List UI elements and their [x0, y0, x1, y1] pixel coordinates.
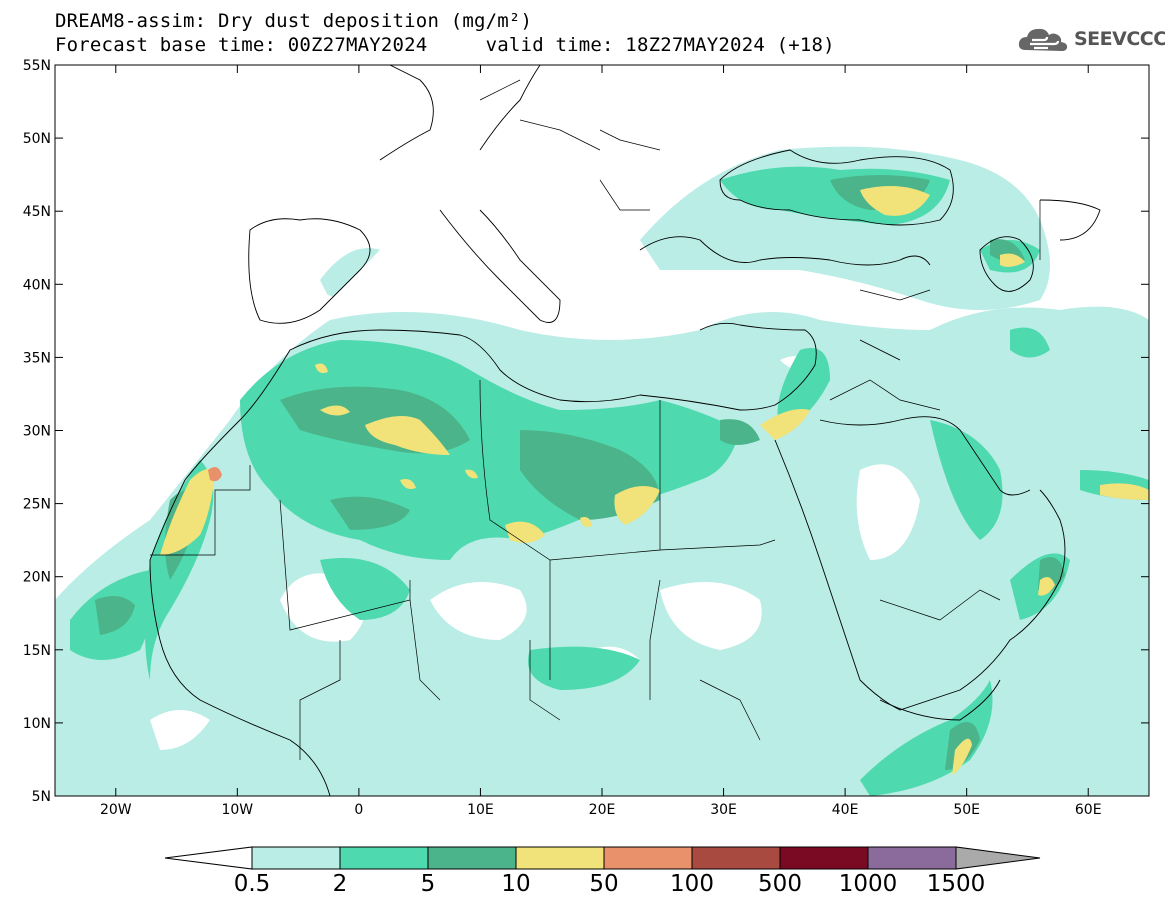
lon-label-50e: 50E	[953, 802, 980, 818]
lat-label-10n: 10N	[23, 716, 51, 732]
lat-label-35n: 35N	[23, 350, 51, 366]
dust-fields	[55, 146, 1149, 796]
colorbar-label-3: 10	[501, 871, 530, 897]
lat-label-55n: 55N	[23, 58, 51, 74]
colorbar-label-8: 1500	[927, 871, 986, 897]
lat-label-45n: 45N	[23, 204, 51, 220]
colorbar-box-5	[691, 846, 781, 870]
lat-label-40n: 40N	[23, 277, 51, 293]
colorbar-label-4: 50	[589, 871, 618, 897]
lon-label-10e: 10E	[467, 802, 494, 818]
lon-label-10w: 10W	[221, 802, 253, 818]
lat-label-50n: 50N	[23, 131, 51, 147]
lat-label-25n: 25N	[23, 497, 51, 513]
colorbar-label-6: 500	[758, 871, 802, 897]
lat-label-20n: 20N	[23, 570, 51, 586]
lon-label-40e: 40E	[832, 802, 859, 818]
colorbar-box-2	[427, 846, 517, 870]
colorbar-label-0: 0.5	[234, 871, 271, 897]
lon-label-30e: 30E	[710, 802, 737, 818]
country-borders	[150, 79, 1041, 760]
longitude-labels: 20W 10W 0 10E 20E 30E 40E 50E 60E	[100, 65, 1102, 818]
lon-label-20e: 20E	[589, 802, 616, 818]
colorbar-label-1: 2	[333, 871, 348, 897]
lon-label-60e: 60E	[1075, 802, 1102, 818]
logo-text: SEEVCCC	[1074, 28, 1165, 50]
colorbar-box-6	[779, 846, 869, 870]
latitude-labels: 55N 50N 45N 40N 35N 30N 25N 20N 15N 10N 5N	[23, 58, 1149, 805]
deposition-level-10	[160, 186, 1149, 775]
colorbar-box-1	[339, 846, 429, 870]
colorbar-label-5: 100	[670, 871, 714, 897]
colorbar-box-0	[251, 846, 341, 870]
lon-label-20w: 20W	[100, 802, 132, 818]
colorbar-box-7	[867, 846, 957, 870]
colorbar-box-4	[603, 846, 693, 870]
cloud-icon	[1018, 28, 1068, 51]
colorbar-label-2: 5	[421, 871, 436, 897]
seevccc-logo: SEEVCCC	[1018, 24, 1165, 54]
colorbar-over-arrow	[955, 846, 1041, 870]
map-title: DREAM8-assim: Dry dust deposition (mg/m²…	[55, 10, 533, 32]
colorbar: 0.5 2 5 10 50 100 500 1000 1500	[164, 846, 1041, 897]
coastlines	[149, 65, 1101, 796]
deposition-level-50	[208, 466, 222, 482]
lat-label-5n: 5N	[32, 789, 51, 805]
lat-label-15n: 15N	[23, 643, 51, 659]
colorbar-under-arrow	[164, 846, 253, 870]
lon-label-0: 0	[354, 802, 363, 818]
map-subtitle: Forecast base time: 00Z27MAY2024 valid t…	[55, 34, 835, 56]
colorbar-label-7: 1000	[839, 871, 898, 897]
lat-label-30n: 30N	[23, 424, 51, 440]
colorbar-box-3	[515, 846, 605, 870]
